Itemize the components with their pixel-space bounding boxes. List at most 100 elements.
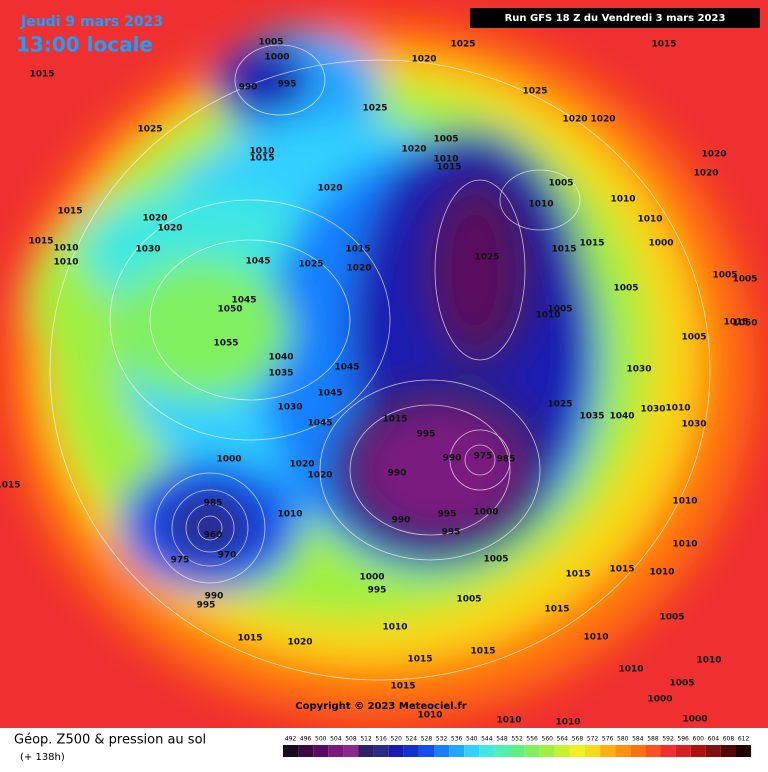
scale-swatch (630, 745, 646, 757)
scale-label: 592 (662, 736, 674, 743)
pressure-label: 960 (204, 531, 223, 541)
pressure-label: 1005 (483, 555, 508, 565)
pressure-label: 1035 (268, 369, 293, 379)
pressure-label: 1015 (345, 245, 370, 255)
pressure-label: 1010 (496, 716, 521, 726)
scale-swatch (298, 745, 314, 757)
pressure-label: 1015 (57, 207, 82, 217)
scale-label: 548 (496, 736, 508, 743)
pressure-label: 1005 (433, 135, 458, 145)
pressure-label: 1010 (610, 195, 635, 205)
pressure-label: 1015 (0, 481, 21, 491)
pressure-label: 1015 (723, 318, 748, 328)
scale-label: 604 (708, 736, 720, 743)
pressure-label: 1015 (436, 163, 461, 173)
pressure-label: 1005 (732, 275, 757, 285)
pressure-label: 1030 (135, 245, 160, 255)
pressure-label: 1015 (382, 415, 407, 425)
pressure-label: 1045 (307, 419, 332, 429)
pressure-label: 1020 (307, 471, 332, 481)
pressure-label: 1005 (659, 613, 684, 623)
pressure-label: 1050 (217, 305, 242, 315)
scale-label: 496 (300, 736, 312, 743)
pressure-label: 1000 (473, 508, 498, 518)
pressure-label: 1005 (456, 595, 481, 605)
pressure-label: 970 (218, 551, 237, 561)
pressure-label: 1025 (362, 104, 387, 114)
scale-label: 584 (632, 736, 644, 743)
scale-label: 544 (481, 736, 493, 743)
scale-label: 516 (375, 736, 387, 743)
pressure-label: 1000 (682, 715, 707, 725)
scale-swatch (615, 745, 631, 757)
scale-swatch (645, 745, 661, 757)
pressure-label: 1015 (544, 605, 569, 615)
pressure-label: 1035 (579, 412, 604, 422)
pressure-label: 1040 (609, 412, 634, 422)
pressure-label: 1000 (648, 239, 673, 249)
pressure-label: 1045 (317, 389, 342, 399)
pressure-label: 1055 (213, 339, 238, 349)
pressure-label: 1010 (417, 711, 442, 721)
pressure-label: 1015 (29, 70, 54, 80)
pressure-label: 995 (368, 586, 387, 596)
pressure-label: 1010 (535, 311, 560, 321)
scale-swatch (705, 745, 721, 757)
scale-swatch (554, 745, 570, 757)
pressure-label: 1010 (696, 656, 721, 666)
pressure-label: 1010 (618, 665, 643, 675)
scale-swatch (464, 745, 480, 757)
pressure-label: 1010 (637, 215, 662, 225)
pressure-label: 1010 (672, 540, 697, 550)
pressure-label: 995 (442, 528, 461, 538)
pressure-label: 1005 (681, 333, 706, 343)
pressure-label: 1045 (245, 257, 270, 267)
scale-label: 588 (647, 736, 659, 743)
pressure-label: 1010 (583, 633, 608, 643)
scale-swatch (418, 745, 434, 757)
pressure-label: 1025 (474, 253, 499, 263)
pressure-label: 1030 (681, 420, 706, 430)
scale-swatch (358, 745, 374, 757)
pressure-label: 1005 (613, 284, 638, 294)
pressure-label: 995 (197, 601, 216, 611)
scale-label: 576 (602, 736, 614, 743)
scale-swatch (524, 745, 540, 757)
footer-lead: (+ 138h) (20, 752, 65, 763)
time: 13:00 locale (16, 33, 153, 57)
pressure-label: 1010 (382, 623, 407, 633)
pressure-label: 1010 (665, 404, 690, 414)
pressure-label: 1010 (433, 155, 458, 165)
pressure-label: 1020 (287, 638, 312, 648)
pressure-label: 995 (438, 510, 457, 520)
scale-swatch (403, 745, 419, 757)
pressure-label: 1005 (258, 38, 283, 48)
pressure-label: 975 (171, 556, 190, 566)
pressure-label: 1010 (249, 147, 274, 157)
pressure-label: 1015 (390, 682, 415, 692)
pressure-label: 1030 (277, 403, 302, 413)
scale-swatch (509, 745, 525, 757)
pressure-label: 1015 (609, 565, 634, 575)
pressure-label: 1020 (590, 115, 615, 125)
scale-swatch (720, 745, 736, 757)
pressure-label: 1025 (547, 400, 572, 410)
pressure-label: 1010 (528, 200, 553, 210)
pressure-label: 975 (474, 452, 493, 462)
scale-swatch (494, 745, 510, 757)
scale-swatch (690, 745, 706, 757)
pressure-label: 1000 (647, 695, 672, 705)
scale-label: 504 (330, 736, 342, 743)
scale-swatch (660, 745, 676, 757)
scale-label: 508 (345, 736, 357, 743)
copyright: Copyright © 2023 Meteociel.fr (295, 701, 466, 712)
pressure-label: 1030 (626, 365, 651, 375)
scale-swatch (675, 745, 691, 757)
pressure-label: 1015 (579, 239, 604, 249)
pressure-label: 985 (497, 455, 516, 465)
pressure-label: 1020 (157, 224, 182, 234)
pressure-label: 990 (205, 592, 224, 602)
pressure-label: 1005 (547, 305, 572, 315)
scale-label: 580 (617, 736, 629, 743)
scale-swatch (449, 745, 465, 757)
